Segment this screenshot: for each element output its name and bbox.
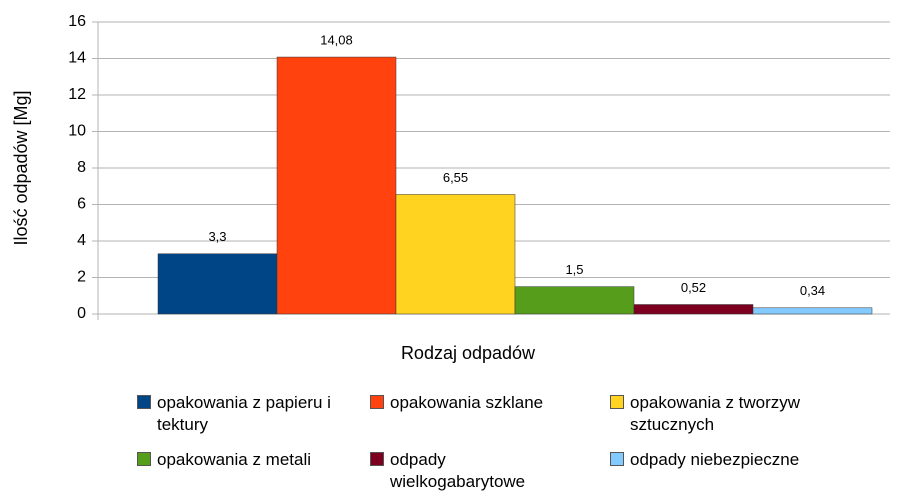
y-tick-label: 4 (77, 232, 86, 249)
legend-item: odpady niebezpieczne (610, 449, 825, 471)
value-label: 0,34 (800, 283, 825, 298)
legend-swatch (610, 452, 624, 466)
y-tick-label: 14 (68, 50, 86, 67)
legend-item: odpady wielkogabarytowe (370, 449, 585, 493)
legend-label: opakowania z metali (157, 450, 312, 469)
legend-item: opakowania z metali (137, 449, 352, 471)
value-label: 0,52 (681, 280, 706, 295)
y-tick-label: 8 (77, 159, 86, 176)
legend-item: opakowania z tworzyw sztucznych (610, 392, 825, 436)
bar (514, 286, 635, 315)
legend-swatch (370, 395, 384, 409)
legend-item: opakowania szklane (370, 392, 585, 414)
y-axis-label: Ilość odpadów [Mg] (11, 90, 31, 245)
value-label: 3,3 (208, 229, 226, 244)
value-label: 1,5 (565, 262, 583, 277)
y-tick-label: 10 (68, 123, 86, 140)
y-tick-label: 6 (77, 196, 86, 213)
bar (395, 194, 516, 315)
y-tick-label: 2 (77, 269, 86, 286)
y-tick-label: 0 (77, 305, 86, 322)
bar (157, 253, 278, 315)
y-tick-label: 12 (68, 86, 86, 103)
bar (633, 304, 754, 315)
x-axis-label: Rodzaj odpadów (401, 343, 536, 363)
bar (752, 307, 873, 315)
y-tick-label: 16 (68, 13, 86, 30)
legend-swatch (137, 395, 151, 409)
value-label: 14,08 (320, 32, 353, 47)
legend-label: opakowania z papieru i tektury (157, 393, 331, 434)
legend-label: opakowania z tworzyw sztucznych (630, 393, 801, 434)
value-label: 6,55 (443, 170, 468, 185)
legend-swatch (370, 452, 384, 466)
legend-label: odpady wielkogabarytowe (390, 450, 526, 491)
legend-swatch (610, 395, 624, 409)
legend-item: opakowania z papieru i tektury (137, 392, 352, 436)
legend-label: opakowania szklane (390, 393, 544, 412)
legend-swatch (137, 452, 151, 466)
bar (276, 56, 397, 315)
legend-label: odpady niebezpieczne (630, 450, 800, 469)
